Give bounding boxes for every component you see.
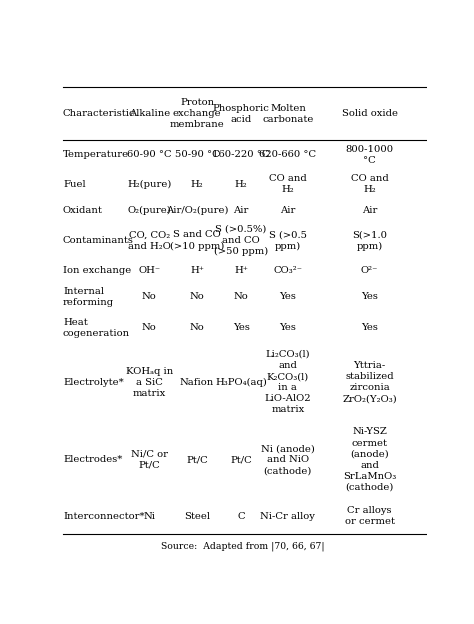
Text: Oxidant: Oxidant [63, 206, 103, 215]
Text: Ion exchange: Ion exchange [63, 266, 131, 275]
Text: Air: Air [280, 206, 296, 215]
Text: Characteristic: Characteristic [63, 109, 136, 118]
Text: Phosphoric
acid: Phosphoric acid [213, 104, 270, 124]
Text: 60-90 °C: 60-90 °C [127, 150, 172, 159]
Text: 620-660 °C: 620-660 °C [259, 150, 317, 159]
Text: OH⁻: OH⁻ [138, 266, 160, 275]
Text: Yes: Yes [233, 323, 249, 333]
Text: Ni (anode)
and NiO
(cathode): Ni (anode) and NiO (cathode) [261, 444, 315, 475]
Text: Cr alloys
or cermet: Cr alloys or cermet [345, 506, 395, 526]
Text: H₂(pure): H₂(pure) [127, 180, 172, 188]
Text: H₂: H₂ [191, 180, 203, 188]
Text: Source:  Adapted from |70, 66, 67|: Source: Adapted from |70, 66, 67| [161, 542, 325, 552]
Text: Ni/C or
Pt/C: Ni/C or Pt/C [131, 450, 168, 470]
Text: Internal
reforming: Internal reforming [63, 287, 114, 307]
Text: Pt/C: Pt/C [186, 456, 208, 464]
Text: CO, CO₂
and H₂O: CO, CO₂ and H₂O [128, 230, 171, 251]
Text: Electrolyte*: Electrolyte* [63, 378, 124, 387]
Text: Yttria-
stabilized
zirconia
ZrO₂(Y₂O₃): Yttria- stabilized zirconia ZrO₂(Y₂O₃) [342, 361, 397, 403]
Text: 160-220 °C: 160-220 °C [212, 150, 270, 159]
Text: CO₃²⁻: CO₃²⁻ [273, 266, 302, 275]
Text: H⁺: H⁺ [190, 266, 204, 275]
Text: Li₂CO₃(l)
and
K₂CO₃(l)
in a
LiO-AlO2
matrix: Li₂CO₃(l) and K₂CO₃(l) in a LiO-AlO2 mat… [264, 350, 311, 414]
Text: Temperature: Temperature [63, 150, 129, 159]
Text: Yes: Yes [280, 323, 296, 333]
Text: Air: Air [362, 206, 377, 215]
Text: KOHₐq in
a SiC
matrix: KOHₐq in a SiC matrix [126, 367, 173, 398]
Text: H⁺: H⁺ [234, 266, 248, 275]
Text: No: No [190, 293, 204, 301]
Text: Ni-Cr alloy: Ni-Cr alloy [261, 512, 315, 520]
Text: Yes: Yes [361, 293, 378, 301]
Text: S (>0.5%)
and CO
(>50 ppm): S (>0.5%) and CO (>50 ppm) [214, 225, 268, 256]
Text: H₃PO₄(aq): H₃PO₄(aq) [215, 378, 267, 387]
Text: Yes: Yes [361, 323, 378, 333]
Text: CO and
H₂: CO and H₂ [269, 174, 307, 194]
Text: Pt/C: Pt/C [230, 456, 252, 464]
Text: CO and
H₂: CO and H₂ [351, 174, 389, 194]
Text: Electrodes*: Electrodes* [63, 456, 122, 464]
Text: Alkaline: Alkaline [128, 109, 170, 118]
Text: Air: Air [233, 206, 249, 215]
Text: No: No [142, 323, 156, 333]
Text: O²⁻: O²⁻ [361, 266, 378, 275]
Text: Steel: Steel [184, 512, 210, 520]
Text: Contaminants: Contaminants [63, 236, 134, 245]
Text: Ni-YSZ
cermet
(anode)
and
SrLaMnO₃
(cathode): Ni-YSZ cermet (anode) and SrLaMnO₃ (cath… [343, 427, 396, 492]
Text: Proton
exchange
membrane: Proton exchange membrane [170, 98, 224, 129]
Text: 800-1000
°C: 800-1000 °C [346, 145, 394, 165]
Text: Molten
carbonate: Molten carbonate [262, 104, 314, 124]
Text: No: No [190, 323, 204, 333]
Text: S(>1.0
ppm): S(>1.0 ppm) [352, 230, 387, 251]
Text: No: No [234, 293, 248, 301]
Text: Fuel: Fuel [63, 180, 85, 188]
Text: Yes: Yes [280, 293, 296, 301]
Text: H₂: H₂ [235, 180, 247, 188]
Text: S (>0.5
ppm): S (>0.5 ppm) [269, 230, 307, 251]
Text: C: C [237, 512, 245, 520]
Text: Ni: Ni [143, 512, 155, 520]
Text: Nafion: Nafion [180, 378, 214, 387]
Text: O₂(pure): O₂(pure) [128, 206, 171, 215]
Text: No: No [142, 293, 156, 301]
Text: S and CO
(>10 ppm): S and CO (>10 ppm) [170, 230, 224, 251]
Text: Solid oxide: Solid oxide [342, 109, 398, 118]
Text: Heat
cogeneration: Heat cogeneration [63, 318, 130, 338]
Text: Air/O₂(pure): Air/O₂(pure) [166, 206, 228, 215]
Text: Interconnector*: Interconnector* [63, 512, 145, 520]
Text: 50-90 °C: 50-90 °C [174, 150, 219, 159]
